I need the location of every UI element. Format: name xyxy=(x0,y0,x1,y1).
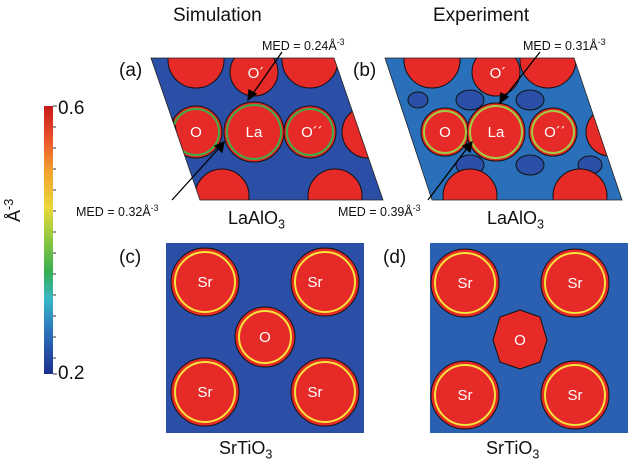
panel-d-atom-sr-2: Sr xyxy=(568,275,583,292)
panel-d-atom-sr-4: Sr xyxy=(568,387,583,404)
panel-a-med-bottom: MED = 0.32Å-3 xyxy=(76,203,159,220)
colorbar-gradient xyxy=(44,106,53,374)
experiment-title: Experiment xyxy=(433,5,530,26)
panel-b-atom-o-double-prime: O´´ xyxy=(544,124,566,141)
panel-c-atom-o: O xyxy=(259,329,271,346)
panel-d-atom-o: O xyxy=(514,332,526,349)
panel-c-atom-sr-2: Sr xyxy=(308,274,323,291)
panel-d-map xyxy=(430,243,628,433)
panel-a-map xyxy=(151,58,383,200)
panel-c-compound: SrTiO3 xyxy=(219,438,273,462)
panel-b-arrowhead-top xyxy=(499,91,510,105)
panel-c-letter: (c) xyxy=(119,247,142,268)
simulation-title: Simulation xyxy=(173,5,262,26)
panel-d-atom-sr-3: Sr xyxy=(458,387,473,404)
panel-a-arrow-bottom xyxy=(171,146,221,201)
colorbar-ticks xyxy=(53,105,57,375)
panel-b-atom-o: O xyxy=(439,124,451,141)
panel-c-atom-sr-1: Sr xyxy=(198,274,213,291)
panel-b-med-top: MED = 0.31Å-3 xyxy=(523,37,606,54)
panel-b-atom-o-prime: O´ xyxy=(490,65,507,82)
colorbar-min-label: 0.2 xyxy=(58,363,85,384)
panel-b-arrow-bottom xyxy=(427,146,469,201)
colorbar-max-label: 0.6 xyxy=(58,98,85,119)
panel-a-letter: (a) xyxy=(119,60,143,81)
panel-b-atom-la: La xyxy=(488,124,505,141)
panel-a-arrow-top xyxy=(251,51,283,96)
panel-a-arrowhead-top xyxy=(247,88,258,102)
panel-a-med-top: MED = 0.24Å-3 xyxy=(262,37,345,54)
panel-c-atom-sr-4: Sr xyxy=(308,384,323,401)
panel-b-map xyxy=(385,58,622,200)
panel-d-letter: (d) xyxy=(383,247,407,268)
panel-b-med-bottom: MED = 0.39Å-3 xyxy=(338,203,421,220)
panel-a-arrowhead-bottom xyxy=(213,140,225,154)
panel-b-letter: (b) xyxy=(353,60,377,81)
panel-c-map xyxy=(166,243,364,433)
colorbar xyxy=(44,105,57,375)
panel-d-compound: SrTiO3 xyxy=(486,438,540,462)
panel-a-atom-o-prime: O´ xyxy=(248,65,265,82)
panel-d-atom-sr-1: Sr xyxy=(458,275,473,292)
panel-b-arrow-top xyxy=(503,51,541,99)
panel-c-atom-sr-3: Sr xyxy=(198,384,213,401)
panel-a-atom-la: La xyxy=(246,124,263,141)
panel-a-atom-o: O xyxy=(190,124,202,141)
panel-a-atom-o-double-prime: O´´ xyxy=(301,124,323,141)
panel-b-arrowhead-bottom xyxy=(461,140,473,154)
panel-a-compound: LaAlO3 xyxy=(228,208,286,232)
panel-b-compound: LaAlO3 xyxy=(487,208,545,232)
